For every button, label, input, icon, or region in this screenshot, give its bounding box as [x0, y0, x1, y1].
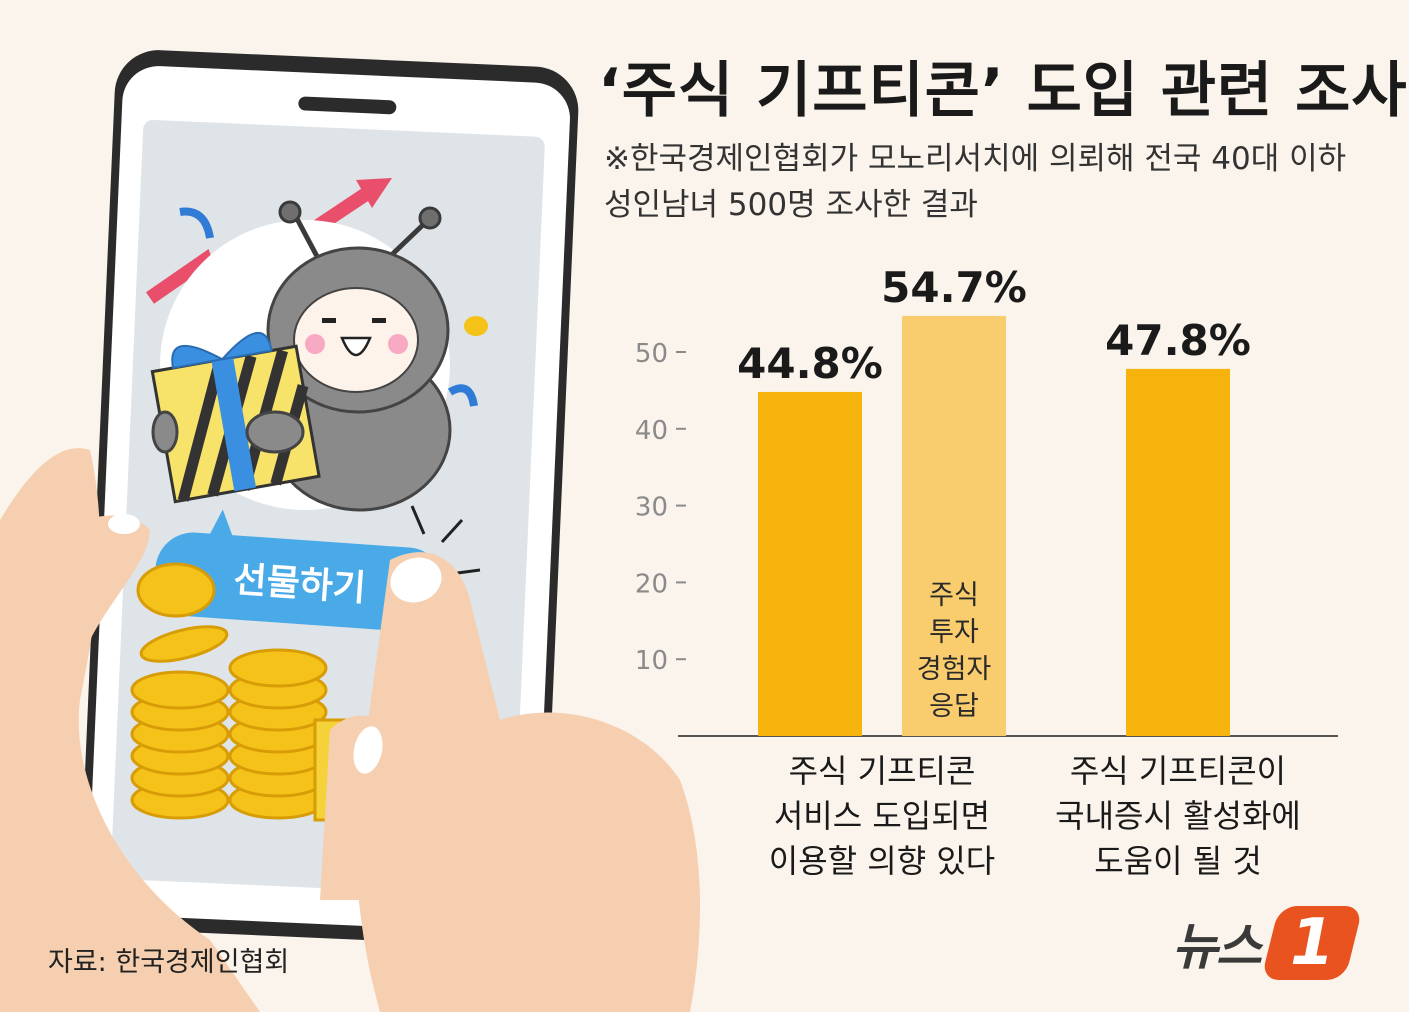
- bar-value-label: 47.8%: [1105, 316, 1251, 365]
- category-label: 도움이 될 것: [1094, 842, 1262, 880]
- gift-box: [150, 332, 321, 504]
- y-tick-label: 30: [635, 493, 668, 523]
- cheek: [305, 334, 325, 354]
- bar: [1126, 368, 1230, 736]
- source-note: 자료: 한국경제인협회: [48, 947, 290, 978]
- bar-value-label: 54.7%: [881, 263, 1027, 312]
- character-hand: [245, 410, 305, 454]
- thumbnail: [108, 514, 140, 534]
- y-tick-label: 10: [635, 646, 668, 676]
- bar-value-label: 44.8%: [737, 339, 883, 388]
- logo-text: 뉴스: [1172, 918, 1262, 976]
- coin-icon: [464, 316, 488, 336]
- bar: [758, 391, 862, 736]
- confetti: [447, 384, 478, 407]
- index-fingernail: [390, 557, 442, 603]
- antenna-tip: [418, 206, 442, 230]
- phone-illustration: 선물하기: [0, 50, 700, 1012]
- y-tick-label: 20: [635, 569, 668, 599]
- news1-logo: 뉴스 1: [1172, 902, 1364, 984]
- y-tick-label: 40: [635, 416, 668, 446]
- survey-note: ※한국경제인협회가 모노리서치에 의뢰해 전국 40대 이하 성인남녀 500명…: [604, 136, 1409, 228]
- survey-note-line-2: 성인남녀 500명 조사한 결과: [604, 187, 978, 223]
- confetti: [179, 207, 214, 239]
- bar-inner-label: 경험자: [917, 654, 992, 685]
- chart-title: ‘주식 기프티콘’ 도입 관련 조사: [598, 56, 1408, 126]
- category-label: 주식 기프티콘: [789, 752, 976, 790]
- category-label: 주식 기프티콘이: [1070, 752, 1286, 790]
- category-label: 서비스 도입되면: [774, 797, 990, 835]
- logo-mark-digit: 1: [1289, 906, 1335, 980]
- logo-mark: 1: [1260, 906, 1364, 980]
- antenna: [292, 213, 323, 264]
- left-thumb: [20, 515, 150, 640]
- bar-inner-label: 투자: [929, 617, 979, 648]
- coin-stacks: [130, 562, 397, 822]
- cheek: [388, 334, 408, 354]
- phone-speaker: [298, 96, 397, 115]
- mouth: [340, 336, 372, 357]
- fingernail: [353, 726, 383, 774]
- survey-note-line-1: ※한국경제인협회가 모노리서치에 의뢰해 전국 40대 이하: [604, 141, 1347, 177]
- right-hand: [356, 552, 700, 1012]
- bar: [902, 315, 1006, 736]
- character-hand: [151, 410, 179, 454]
- y-tick-label: 50: [635, 339, 668, 369]
- category-label: 이용할 의향 있다: [769, 842, 995, 880]
- trend-arrowhead: [356, 178, 392, 208]
- eye: [372, 318, 386, 323]
- bar-inner-label: 응답: [929, 691, 979, 722]
- antenna-tip: [278, 200, 302, 224]
- gift-button-label: 선물하기: [232, 559, 367, 609]
- category-label: 국내증시 활성화에: [1055, 797, 1301, 835]
- eye: [322, 318, 336, 323]
- bar-inner-label: 주식: [929, 580, 979, 611]
- gift-button[interactable]: 선물하기: [152, 505, 449, 634]
